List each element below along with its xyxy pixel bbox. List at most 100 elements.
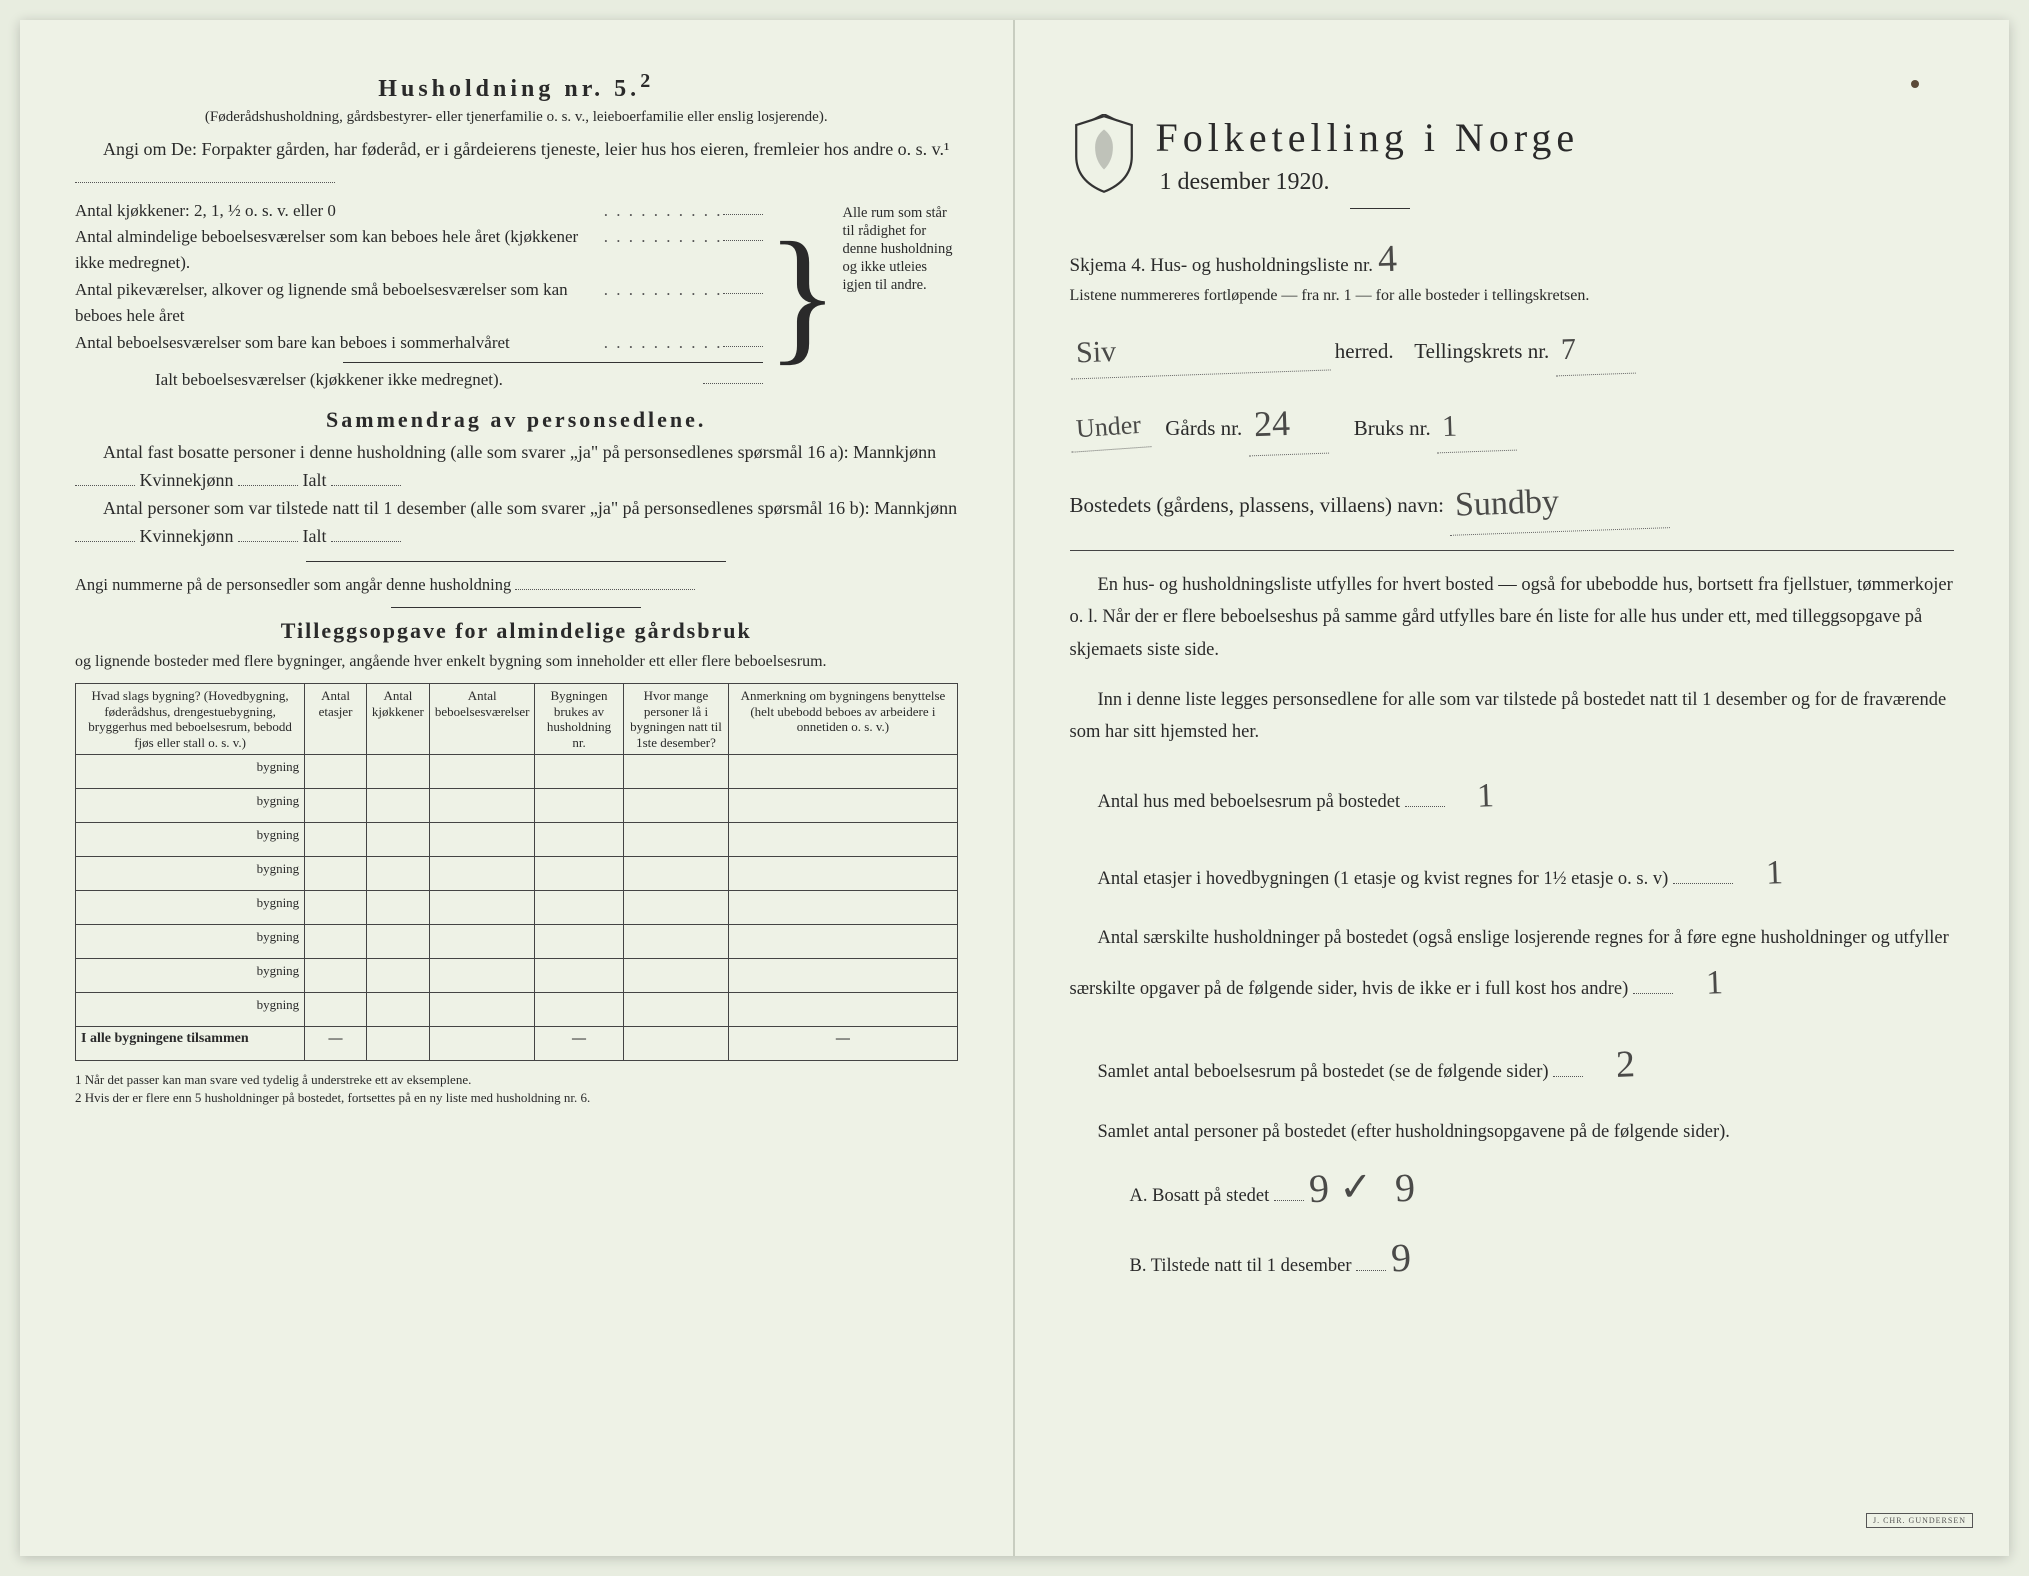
row-label: bygning (76, 959, 305, 993)
table-row: bygning (76, 891, 958, 925)
date-line: 1 desember 1920. (1160, 169, 1955, 196)
th-0: Hvad slags bygning? (Hovedbygning, føder… (76, 684, 305, 755)
household-prompt: Angi om De: Forpakter gården, har føderå… (75, 136, 958, 192)
room-line-0: Antal kjøkkener: 2, 1, ½ o. s. v. eller … (75, 198, 604, 224)
summary-line-1: Antal fast bosatte personer i denne hush… (75, 439, 958, 495)
qA-side-value: 9 (1394, 1152, 1416, 1223)
q1-value: 1 (1448, 766, 1495, 827)
building-table: Hvad slags bygning? (Hovedbygning, føder… (75, 683, 958, 1061)
rooms-lines: Antal kjøkkener: 2, 1, ½ o. s. v. eller … (75, 198, 763, 393)
bosted-row: Bostedets (gårdens, plassens, villaens) … (1070, 473, 1955, 532)
th-1: Antal etasjer (305, 684, 367, 755)
qB-text: B. Tilstede natt til 1 desember (1130, 1256, 1352, 1276)
bruks-nr-hand: 1 (1435, 399, 1517, 454)
table-total-row: I alle bygningene tilsammen — — — (76, 1027, 958, 1061)
table-body: bygning bygning bygning bygning bygning … (76, 755, 958, 1061)
printer-stamp: J. CHR. GUNDERSEN (1866, 1513, 1973, 1528)
room-line-2: Antal pikeværelser, alkover og lignende … (75, 277, 604, 330)
fill (75, 468, 135, 486)
table-row: bygning (76, 755, 958, 789)
q2: Antal etasjer i hovedbygningen (1 etasje… (1070, 844, 1955, 904)
left-page: Husholdning nr. 5.2 (Føderådshusholdning… (20, 20, 1015, 1556)
summary-line-2: Antal personer som var tilstede natt til… (75, 495, 958, 551)
room-line-4: Ialt beboelsesværelser (kjøkkener ikke m… (75, 367, 703, 393)
row-label: bygning (76, 857, 305, 891)
fill (75, 524, 135, 542)
fill (238, 524, 298, 542)
qA: A. Bosatt på stedet 9 ✓ 9 (1130, 1153, 1955, 1223)
q2-text: Antal etasjer i hovedbygningen (1 etasje… (1098, 869, 1669, 889)
summary-text-1a: Antal fast bosatte personer i denne hush… (103, 442, 936, 462)
footnote-2: 2 Hvis der er flere enn 5 husholdninger … (75, 1089, 958, 1107)
main-title: Folketelling i Norge (1070, 114, 1955, 161)
row-label: bygning (76, 755, 305, 789)
fill (723, 277, 763, 294)
dash: — (729, 1027, 957, 1061)
form-line-text: Skjema 4. Hus- og husholdningsliste nr. (1070, 255, 1373, 276)
fill (703, 367, 763, 384)
summary-text-2a: Antal personer som var tilstede natt til… (103, 498, 957, 518)
form-nr-hand: 4 (1377, 237, 1398, 282)
para-2: Inn i denne liste legges personsedlene f… (1070, 684, 1955, 749)
fill (238, 468, 298, 486)
dots (604, 330, 723, 356)
tillegg-heading: Tilleggsopgave for almindelige gårdsbruk (75, 618, 958, 644)
row-label: bygning (76, 925, 305, 959)
building-table-wrap: Hvad slags bygning? (Hovedbygning, føder… (75, 683, 958, 1061)
q5: Samlet antal personer på bostedet (efter… (1070, 1116, 1955, 1148)
summary-ialt: Ialt (303, 470, 327, 490)
q1: Antal hus med beboelsesrum på bostedet 1 (1070, 767, 1955, 827)
q3-value: 1 (1676, 953, 1723, 1014)
room-line-3: Antal beboelsesværelser som bare kan beb… (75, 330, 604, 356)
q4: Samlet antal beboelsesrum på bostedet (s… (1070, 1032, 1955, 1099)
household-sub: (Føderådshusholdning, gårdsbestyrer- ell… (75, 109, 958, 126)
dots (604, 198, 723, 224)
fill (515, 573, 695, 590)
form-line: Skjema 4. Hus- og husholdningsliste nr. … (1070, 237, 1955, 281)
gaard-row: Under Gårds nr. 24 Bruks nr. 1 (1070, 393, 1955, 455)
herred-hand: Siv (1069, 318, 1331, 379)
row-label: bygning (76, 891, 305, 925)
th-4: Bygningen brukes av husholdning nr. (535, 684, 623, 755)
row-label: bygning (76, 993, 305, 1027)
dash: — (535, 1027, 623, 1061)
household-heading-text: Husholdning nr. 5. (378, 76, 640, 102)
row-label: bygning (76, 823, 305, 857)
divider (1070, 550, 1955, 551)
rooms-block: Antal kjøkkener: 2, 1, ½ o. s. v. eller … (75, 198, 958, 393)
brace-note: Alle rum som står til rådighet for denne… (843, 198, 958, 393)
summary-nums-text: Angi nummerne på de personsedler som ang… (75, 575, 511, 594)
gaards-nr-hand: 24 (1246, 392, 1328, 457)
fill (723, 224, 763, 241)
qB-value: 9 (1390, 1222, 1412, 1293)
table-row: bygning (76, 823, 958, 857)
para-1: En hus- og husholdningsliste utfylles fo… (1070, 569, 1955, 666)
th-2: Antal kjøkkener (366, 684, 429, 755)
qA-value: 9 ✓ (1307, 1152, 1373, 1224)
right-page: Folketelling i Norge 1 desember 1920. Sk… (1015, 20, 2010, 1556)
gaards-label: Gårds nr. (1165, 416, 1242, 440)
herred-label: herred. (1335, 339, 1394, 363)
row-label: bygning (76, 789, 305, 823)
total-label: I alle bygningene tilsammen (76, 1027, 305, 1061)
fill-line (75, 165, 335, 183)
footnote-1: 1 Når det passer kan man svare ved tydel… (75, 1071, 958, 1089)
summary-nums-line: Angi nummerne på de personsedler som ang… (75, 572, 958, 598)
rule (306, 561, 726, 562)
fill (723, 198, 763, 215)
summary-ialt2: Ialt (303, 526, 327, 546)
brace-icon: } (763, 239, 843, 352)
qA-text: A. Bosatt på stedet (1130, 1186, 1270, 1206)
ink-spot (1911, 80, 1919, 88)
rule (343, 362, 763, 363)
th-6: Anmerkning om bygningens benyttelse (hel… (729, 684, 957, 755)
table-row: bygning (76, 925, 958, 959)
table-header-row: Hvad slags bygning? (Hovedbygning, føder… (76, 684, 958, 755)
q4-text: Samlet antal beboelsesrum på bostedet (s… (1098, 1062, 1549, 1082)
th-5: Hvor mange personer lå i bygningen natt … (623, 684, 729, 755)
krets-nr-hand: 7 (1554, 322, 1636, 377)
summary-heading: Sammendrag av personsedlene. (75, 407, 958, 433)
table-row: bygning (76, 789, 958, 823)
bosted-label: Bostedets (gårdens, plassens, villaens) … (1070, 493, 1444, 517)
bruks-label: Bruks nr. (1354, 416, 1431, 440)
